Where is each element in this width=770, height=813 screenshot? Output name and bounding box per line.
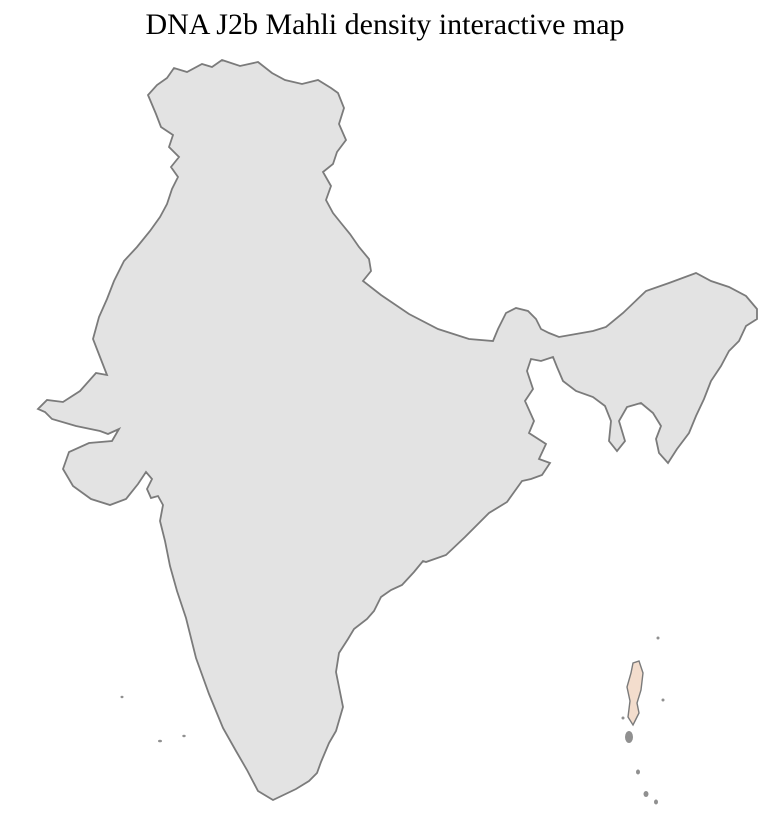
andaman-island[interactable]	[626, 660, 644, 727]
page-title: DNA J2b Mahli density interactive map	[145, 8, 625, 41]
islet-group	[120, 636, 665, 805]
country-outline	[37, 59, 758, 801]
district-cell[interactable]	[588, 403, 601, 415]
